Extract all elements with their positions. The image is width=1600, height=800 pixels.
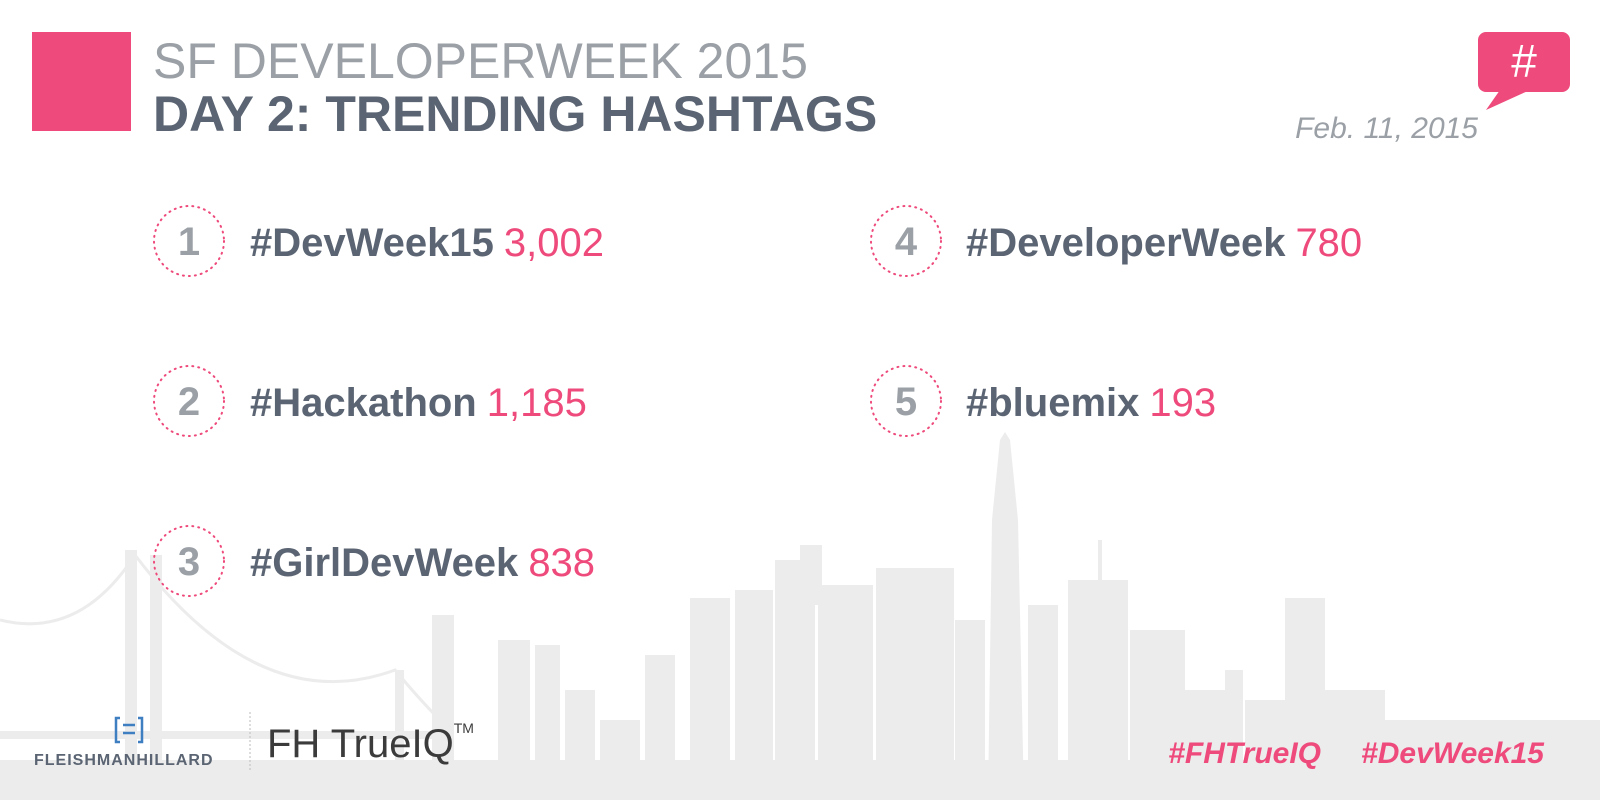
rank-circle	[153, 205, 225, 277]
title: SF DEVELOPERWEEK 2015	[153, 33, 808, 89]
rank-circle	[870, 205, 942, 277]
product: FH TrueIQTM	[267, 720, 474, 766]
skyline	[0, 432, 1600, 800]
badge-tail	[1486, 90, 1530, 110]
hashtag-line: #DevWeek15 3,002	[250, 221, 604, 265]
header-square	[32, 32, 131, 131]
rank: 2	[178, 380, 200, 424]
count: 3,002	[504, 221, 604, 265]
footer-tag: #FHTrueIQ	[1168, 737, 1321, 770]
badge: #	[1511, 35, 1537, 87]
rank: 3	[178, 540, 200, 584]
hashtag: #DevWeek15	[250, 221, 494, 265]
badge-bubble	[1478, 32, 1570, 92]
hashtag: #bluemix	[966, 381, 1139, 425]
hashtag-line: #bluemix 193	[966, 381, 1216, 425]
count: 780	[1295, 221, 1362, 265]
trademark: TM	[454, 720, 474, 736]
items: 1 #DevWeek15 3,002 2 #Hackathon 1,185 3 #GirlDe…	[153, 205, 1362, 597]
rank-circle	[153, 525, 225, 597]
bridge	[0, 552, 442, 739]
date: Feb. 11, 2015	[1295, 112, 1478, 145]
company-logo	[114, 716, 144, 744]
rank: 1	[178, 220, 200, 264]
hashtag-line: #GirlDevWeek 838	[250, 541, 595, 585]
count: 1,185	[487, 381, 587, 425]
subtitle: DAY 2: TRENDING HASHTAGS	[153, 86, 877, 142]
rank: 4	[895, 220, 918, 264]
product-name: FH TrueIQ	[267, 722, 454, 766]
rank: 5	[895, 380, 917, 424]
hashtag: #DeveloperWeek	[966, 221, 1286, 265]
rank-circle	[870, 365, 942, 437]
count: 193	[1149, 381, 1216, 425]
hashtag-line: #Hackathon 1,185	[250, 381, 587, 425]
hashtag-line: #DeveloperWeek 780	[966, 221, 1362, 265]
count: 838	[528, 541, 595, 585]
hashtag: #Hackathon	[250, 381, 477, 425]
hashtag: #GirlDevWeek	[250, 541, 519, 585]
footer-tag: #DevWeek15	[1361, 737, 1545, 770]
company: FLEISHMANHILLARD	[34, 752, 214, 769]
rank-circle	[153, 365, 225, 437]
